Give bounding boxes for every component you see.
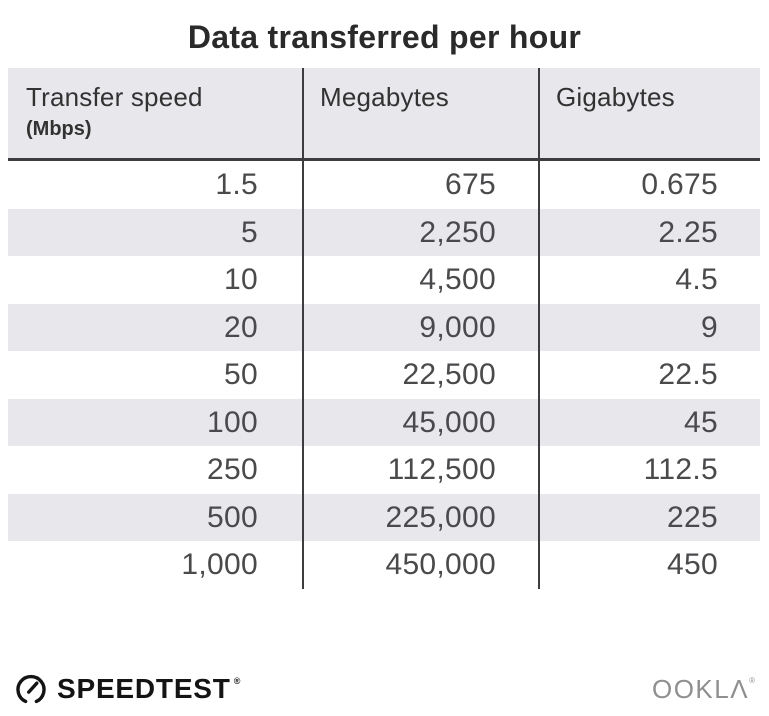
- table-cell: 675: [302, 161, 538, 209]
- table-cell: 225,000: [302, 493, 538, 542]
- table-cell: 50: [224, 358, 258, 392]
- table-cell: 225: [538, 493, 760, 542]
- footer: SPEEDTEST ® OOKLΛ ®: [14, 668, 755, 710]
- column-header-sublabel: (Mbps): [26, 118, 92, 140]
- table-cell: 5: [8, 208, 302, 257]
- table-cell: 22,500: [302, 351, 538, 399]
- table-cell: 250: [207, 453, 258, 487]
- table-cell: 9: [538, 303, 760, 352]
- table-cell: 2,250: [302, 208, 538, 257]
- speedtest-wordmark: SPEEDTEST: [57, 673, 231, 704]
- column-header-gigabytes: Gigabytes: [538, 68, 760, 161]
- registered-trademark-icon: ®: [749, 675, 755, 685]
- table-cell: 4.5: [538, 256, 760, 304]
- table-cell: 112,500: [302, 446, 538, 494]
- column-header-label: Transfer speed: [26, 82, 203, 112]
- column-header-transfer-speed: Transfer speed (Mbps): [8, 68, 302, 161]
- table-cell: 9,000: [302, 303, 538, 352]
- table-cell: 4,500: [302, 256, 538, 304]
- table-cell: 1,000: [181, 548, 258, 582]
- table-cell: 20: [8, 303, 302, 352]
- column-header-megabytes: Megabytes: [302, 68, 538, 161]
- page-title: Data transferred per hour: [187, 19, 582, 55]
- table-cell: 10: [224, 263, 258, 297]
- table-cell: 45: [538, 398, 760, 447]
- speedtest-logo: SPEEDTEST ®: [14, 672, 240, 706]
- table-cell: 112.5: [538, 446, 760, 494]
- table-cell: 450,000: [302, 541, 538, 589]
- speedtest-gauge-icon: [14, 672, 48, 706]
- table-cell: 22.5: [538, 351, 760, 399]
- table-cell: 0.675: [538, 161, 760, 209]
- table-cell: 1.5: [215, 168, 258, 201]
- table-cell: 100: [8, 398, 302, 447]
- table-cell: 500: [8, 493, 302, 542]
- table-cell: 2.25: [538, 208, 760, 257]
- registered-trademark-icon: ®: [233, 676, 241, 686]
- table-cell: 450: [538, 541, 760, 589]
- ookla-logo: OOKLΛ ®: [652, 674, 755, 705]
- column-header-label: Megabytes: [320, 82, 449, 112]
- ookla-wordmark: OOKLΛ: [651, 673, 750, 704]
- data-table: Transfer speed (Mbps) Megabytes Gigabyte…: [8, 68, 760, 589]
- column-header-label: Gigabytes: [556, 82, 675, 112]
- table-cell: 45,000: [302, 398, 538, 447]
